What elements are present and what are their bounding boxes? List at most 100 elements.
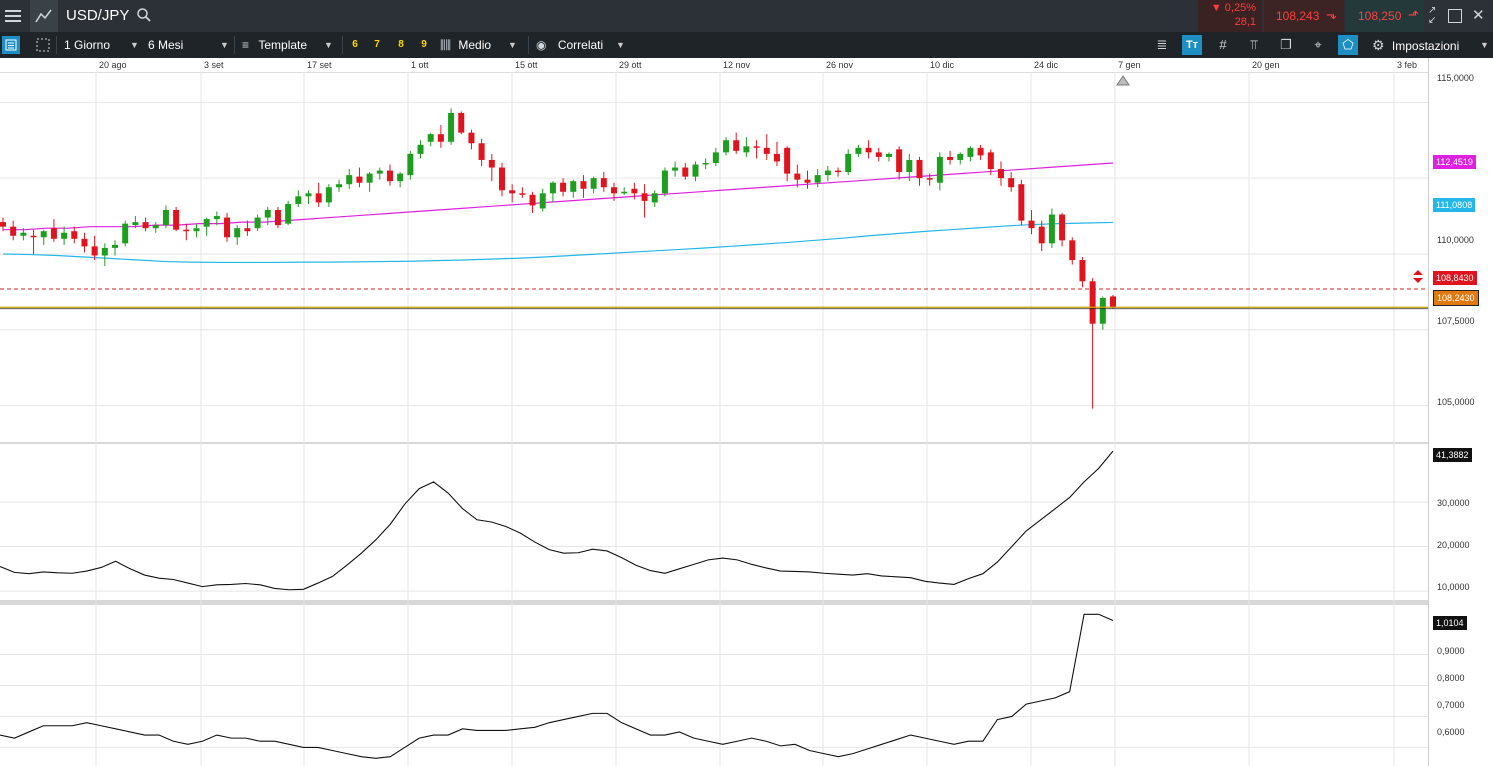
layout-icon[interactable] bbox=[34, 36, 52, 57]
date-tick: 3 feb bbox=[1397, 60, 1418, 70]
candle-body bbox=[560, 182, 567, 192]
candle-body bbox=[1018, 184, 1025, 221]
candle-body bbox=[936, 156, 943, 183]
quick-template-8[interactable]: 8 bbox=[398, 39, 404, 50]
timeframe-label: 1 Giorno bbox=[64, 38, 111, 52]
menu-icon[interactable] bbox=[4, 7, 22, 25]
indicator2-value-tag: 1,0104 bbox=[1433, 616, 1467, 630]
candle-body bbox=[417, 144, 424, 154]
price-label-icon[interactable]: ⬠ bbox=[1338, 35, 1358, 55]
price-axis[interactable]: 115,0000 110,0000 107,5000 105,0000 112,… bbox=[1428, 58, 1493, 766]
range-select[interactable]: 6 Mesi ▼ bbox=[148, 32, 230, 58]
candle-body bbox=[437, 134, 444, 142]
buy-price: 108,250 bbox=[1358, 9, 1402, 23]
candle-body bbox=[152, 225, 159, 229]
settings-button[interactable]: ⚙ Impostazioni ▼ bbox=[1372, 32, 1490, 58]
correlated-select[interactable]: ◉ Correlati ▼ bbox=[536, 32, 636, 58]
search-icon[interactable] bbox=[136, 7, 152, 28]
candle-body bbox=[784, 147, 791, 174]
template-select[interactable]: ≡ Template ▼ bbox=[242, 32, 338, 58]
indicator1-value-tag: 41,3882 bbox=[1433, 448, 1472, 462]
candle-body bbox=[274, 209, 281, 226]
chart-grid bbox=[0, 72, 1428, 766]
candle-body bbox=[478, 143, 485, 160]
ask-price-tag: 108,8430 bbox=[1433, 271, 1477, 285]
candle-body bbox=[672, 167, 679, 171]
quick-template-7[interactable]: 7 bbox=[374, 39, 380, 50]
chevron-down-icon: ▼ bbox=[324, 40, 333, 50]
crosshair-grid-icon[interactable]: ⫪ bbox=[1250, 37, 1258, 52]
indicator2-tick: 0,8000 bbox=[1437, 673, 1465, 683]
text-tool-icon[interactable]: Tᴛ bbox=[1182, 35, 1202, 55]
chevron-down-icon: ▼ bbox=[508, 40, 517, 50]
candle-body bbox=[1110, 296, 1116, 308]
symbol-title[interactable]: USD/JPY bbox=[66, 7, 130, 24]
candle-body bbox=[285, 203, 292, 224]
candle-body bbox=[224, 217, 231, 238]
gear-icon: ⚙ bbox=[1372, 37, 1385, 53]
candle-body bbox=[50, 228, 57, 239]
indicator-line bbox=[0, 613, 1114, 759]
chart-canvas[interactable] bbox=[0, 72, 1428, 766]
candle-body bbox=[244, 228, 251, 232]
chevron-down-icon: ▼ bbox=[616, 40, 625, 50]
price-tick: 107,5000 bbox=[1437, 316, 1475, 326]
date-tick: 1 ott bbox=[411, 60, 429, 70]
candle-body bbox=[254, 217, 261, 229]
quick-template-9[interactable]: 9 bbox=[421, 39, 427, 50]
chart-style-select[interactable]: ⫼⫼ Medio ▼ bbox=[440, 32, 524, 58]
candle-body bbox=[427, 134, 434, 142]
candle-body bbox=[570, 181, 577, 192]
ma-fast-tag: 112,4519 bbox=[1433, 155, 1476, 169]
date-tick: 29 ott bbox=[619, 60, 642, 70]
candle-body bbox=[1038, 226, 1045, 244]
candle-body bbox=[61, 232, 68, 239]
copy-icon[interactable]: ❐ bbox=[1280, 37, 1292, 52]
candle-body bbox=[885, 153, 892, 157]
crosshair-icon[interactable]: ⌖ bbox=[1314, 37, 1322, 52]
candle-body bbox=[448, 112, 455, 142]
candle-body bbox=[519, 193, 526, 195]
indicator1-tick: 20,0000 bbox=[1437, 540, 1470, 550]
candle-body bbox=[498, 167, 505, 191]
candle-body bbox=[896, 149, 903, 173]
top-bar: USD/JPY ▼ 0,25% 28,1 108,243 ⬎ 108,250 ⬏… bbox=[0, 0, 1493, 32]
chart-toolbar: 1 Giorno ▼ 6 Mesi ▼ ≡ Template ▼ 6 7 8 9… bbox=[0, 32, 1493, 58]
close-icon[interactable]: ✕ bbox=[1472, 7, 1485, 24]
candle-body bbox=[142, 222, 149, 229]
indicator-line bbox=[0, 450, 1114, 591]
candle-body bbox=[305, 193, 312, 197]
expand-icon[interactable]: ↗ ↙ bbox=[1428, 5, 1437, 26]
arrow-down-icon: ⬎ bbox=[1326, 7, 1337, 22]
candle-body bbox=[397, 173, 404, 182]
candle-body bbox=[10, 226, 17, 236]
price-scale-icon[interactable]: ≣ bbox=[1156, 37, 1168, 52]
date-tick: 20 ago bbox=[99, 60, 127, 70]
candle-body bbox=[692, 164, 699, 177]
candle-body bbox=[733, 140, 740, 151]
candle-body bbox=[183, 229, 190, 232]
quick-template-6[interactable]: 6 bbox=[352, 39, 358, 50]
chart-type-icon[interactable] bbox=[30, 0, 58, 32]
timeframe-select[interactable]: 1 Giorno ▼ bbox=[64, 32, 140, 58]
candle-body bbox=[40, 231, 47, 238]
candle-body bbox=[1048, 214, 1055, 244]
candle-body bbox=[386, 170, 393, 182]
buy-button[interactable]: 108,250 ⬏ bbox=[1346, 0, 1424, 32]
candle-body bbox=[407, 153, 414, 176]
candle-body bbox=[621, 191, 628, 194]
candle-body bbox=[203, 219, 210, 227]
list-icon[interactable] bbox=[2, 36, 20, 54]
candle-body bbox=[213, 216, 220, 220]
date-tick: 12 nov bbox=[723, 60, 751, 70]
sell-button[interactable]: 108,243 ⬎ bbox=[1264, 0, 1344, 32]
candle-body bbox=[875, 152, 882, 157]
candle-body bbox=[957, 153, 964, 160]
grid-icon[interactable]: # bbox=[1219, 37, 1227, 52]
ma-slow-tag: 111,0808 bbox=[1433, 198, 1476, 212]
moving-average-slow bbox=[2, 221, 1114, 264]
candle-body bbox=[346, 175, 353, 185]
candle-body bbox=[773, 153, 780, 162]
date-axis: 20 ago 3 set 17 set 1 ott 15 ott 29 ott … bbox=[0, 58, 1430, 73]
restore-icon[interactable] bbox=[1448, 9, 1462, 23]
